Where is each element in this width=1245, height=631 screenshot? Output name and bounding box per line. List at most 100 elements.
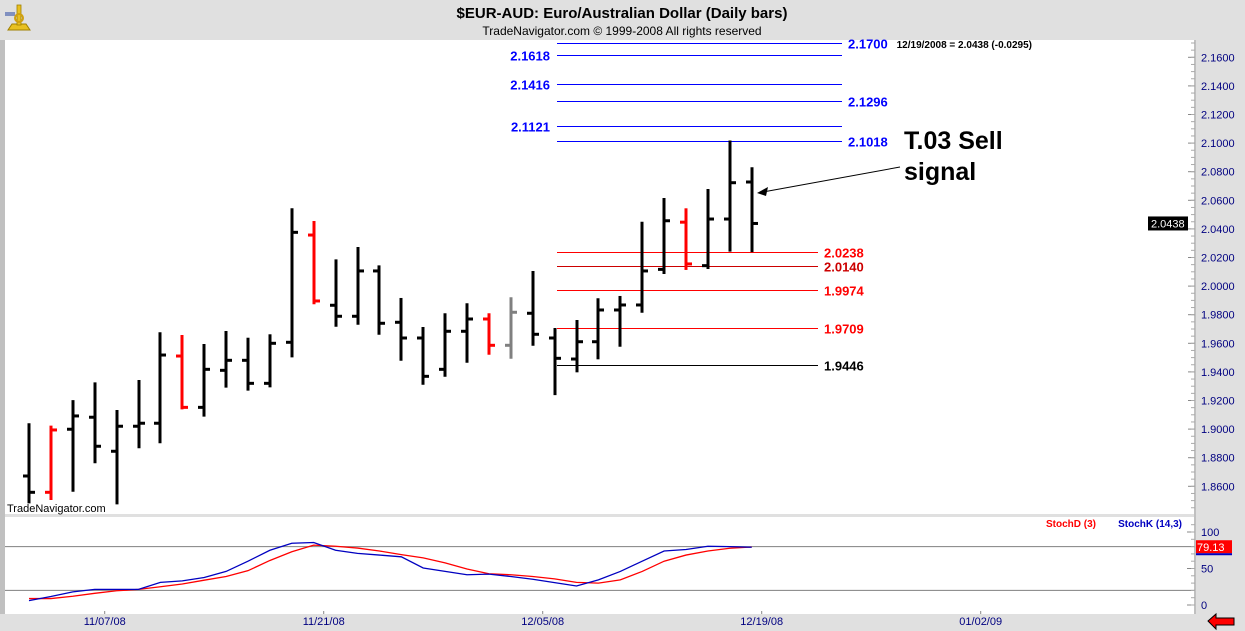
- sell-signal-annotation: T.03 Sell signal: [757, 127, 1003, 196]
- ohlc-bar: [746, 167, 758, 253]
- ohlc-bar: [439, 313, 451, 377]
- ohlc-bar: [111, 409, 123, 505]
- x-tick-label: 12/05/08: [521, 616, 564, 628]
- y-tick-label: 1.9400: [1201, 367, 1235, 379]
- ohlc-bar: [352, 247, 364, 325]
- annotation-arrow-line: [762, 166, 901, 193]
- level-label: 2.1121: [511, 120, 550, 135]
- x-tick-label: 12/19/08: [740, 616, 783, 628]
- y-tick-label: 2.0600: [1201, 195, 1235, 207]
- y-tick-label: 1.8600: [1201, 481, 1235, 493]
- ohlc-bar: [461, 303, 473, 363]
- date-axis: 11/07/08 11/21/08 12/05/08 12/19/08 01/02/09: [84, 611, 1002, 628]
- arrow-head-icon: [757, 187, 768, 196]
- y-tick-label: 2.0000: [1201, 281, 1235, 293]
- legend-stoch-d: StochD (3): [1046, 519, 1096, 530]
- y-tick-label: 2.0200: [1201, 253, 1235, 265]
- y-tick-label: 2.1400: [1201, 81, 1235, 93]
- ohlc-bar: [133, 380, 145, 449]
- ohlc-bar: [658, 198, 670, 274]
- ohlc-bar: [680, 208, 692, 270]
- watermark: TradeNavigator.com: [7, 503, 106, 515]
- level-label: 1.9974: [824, 284, 865, 299]
- level-label: 1.9446: [824, 359, 864, 374]
- last-price-marker: 2.0438: [1148, 216, 1188, 231]
- y-tick-label: 2.1200: [1201, 110, 1235, 122]
- ohlc-bar: [220, 331, 232, 388]
- ohlc-bar: [198, 344, 210, 417]
- ohlc-bar: [373, 265, 385, 335]
- stoch-last-value-marker: 79.13: [1196, 540, 1232, 556]
- level-label: 2.1018: [848, 135, 888, 150]
- ohlc-bar: [395, 297, 407, 361]
- price-panel: [5, 40, 1195, 514]
- ohlc-bar: [636, 221, 648, 313]
- y-tick-label: 1.8800: [1201, 453, 1235, 465]
- last-quote: 12/19/2008 = 2.0438 (-0.0295): [897, 40, 1032, 51]
- copyright-text: TradeNavigator.com © 1999-2008 All right…: [482, 24, 761, 38]
- y-tick-label: 1.9600: [1201, 338, 1235, 350]
- ohlc-bar: [286, 208, 298, 358]
- level-label: 2.0238: [824, 246, 864, 261]
- ohlc-bar: [45, 425, 57, 501]
- ohlc-bar: [483, 313, 495, 355]
- ohlc-bar: [330, 259, 342, 327]
- stochastic-chart: 100 50 0: [5, 524, 1219, 612]
- level-label: 2.1416: [510, 78, 550, 93]
- level-label: 2.0140: [824, 260, 864, 275]
- level-label: 2.1618: [510, 49, 550, 64]
- red-arrow-left-icon[interactable]: [1207, 612, 1235, 631]
- left-border: [0, 40, 5, 614]
- x-tick-label: 11/07/08: [84, 616, 126, 628]
- ohlc-bar: [264, 334, 276, 388]
- ohlc-bar: [702, 189, 714, 269]
- level-label: 2.1700: [848, 37, 888, 52]
- stoch-y-label: 100: [1201, 527, 1219, 539]
- sextant-icon: [5, 4, 31, 31]
- last-price-label: 2.0438: [1151, 218, 1185, 230]
- ohlc-bar: [527, 270, 539, 346]
- ohlc-bar: [592, 298, 604, 360]
- annotation-line2: signal: [904, 158, 976, 186]
- stoch-y-label: 0: [1201, 600, 1207, 612]
- annotation-line1: T.03 Sell: [904, 127, 1003, 155]
- y-tick-label: 2.0800: [1201, 167, 1235, 179]
- fibonacci-levels: 2.1700 2.1618 2.1416 2.1296 2.1121 2.1018 2.02…: [510, 37, 888, 374]
- x-tick-label: 01/02/09: [959, 616, 1002, 628]
- ohlc-bar: [23, 423, 35, 504]
- stoch-last-value: 79.13: [1197, 542, 1225, 554]
- ohlc-bar: [67, 400, 79, 492]
- ohlc-bar: [614, 295, 626, 347]
- ohlc-bar: [549, 327, 561, 396]
- ohlc-bar: [176, 335, 188, 410]
- level-label: 2.1296: [848, 95, 888, 110]
- stoch-y-label: 50: [1201, 564, 1213, 576]
- y-tick-label: 1.9800: [1201, 310, 1235, 322]
- ohlc-bar: [242, 337, 254, 391]
- y-tick-label: 2.0400: [1201, 224, 1235, 236]
- stoch-k-line: [28, 541, 752, 602]
- ohlc-bar: [89, 382, 101, 464]
- ohlc-bar: [308, 221, 320, 305]
- legend-stoch-k: StochK (14,3): [1118, 519, 1182, 530]
- price-axis: 2.1600 2.1400 2.1200 2.1000 2.0800 2.0600 2.04…: [1188, 42, 1235, 509]
- chart-title: $EUR-AUD: Euro/Australian Dollar (Daily …: [457, 5, 788, 22]
- price-bars: [23, 140, 758, 505]
- y-tick-label: 1.9200: [1201, 396, 1235, 408]
- x-tick-label: 11/21/08: [303, 616, 345, 628]
- ohlc-bar: [724, 140, 736, 252]
- ohlc-bar: [505, 297, 517, 359]
- ohlc-bar: [154, 332, 166, 444]
- scroll-left-button[interactable]: [1207, 612, 1235, 631]
- y-tick-label: 2.1000: [1201, 138, 1235, 150]
- stochastic-panel: [5, 517, 1195, 614]
- y-tick-label: 2.1600: [1201, 52, 1235, 64]
- ohlc-bar: [571, 319, 583, 373]
- logo: [5, 4, 31, 31]
- y-tick-label: 1.9000: [1201, 424, 1235, 436]
- level-label: 1.9709: [824, 322, 864, 337]
- ohlc-bar: [417, 326, 429, 385]
- stoch-d-line: [29, 544, 752, 600]
